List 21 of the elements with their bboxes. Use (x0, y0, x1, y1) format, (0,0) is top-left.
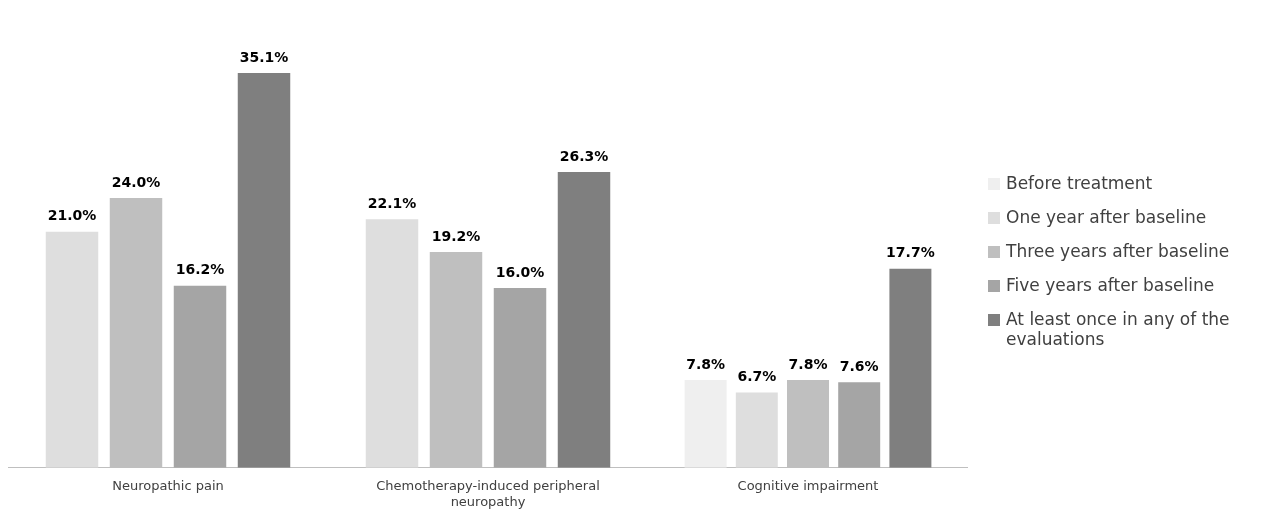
data-label: 16.0% (495, 263, 545, 280)
data-label: 21.0% (47, 207, 97, 224)
data-label: 22.1% (367, 194, 417, 211)
data-label: 7.8% (788, 355, 828, 372)
data-label: 26.3% (559, 147, 609, 164)
data-label: 6.7% (737, 368, 777, 385)
legend-label: At least once in any of the evaluations (1006, 308, 1231, 349)
x-tick-label: Chemotherapy-induced peripheral neuropathy (376, 477, 600, 509)
data-label: 19.2% (431, 227, 481, 244)
data-label: 17.7% (886, 244, 935, 261)
data-label: 7.8% (686, 355, 726, 372)
data-label: 16.2% (175, 261, 225, 278)
data-label: 24.0% (111, 173, 161, 190)
legend-label: Five years after baseline (1006, 274, 1215, 295)
x-tick-label: Cognitive impairment (737, 477, 879, 493)
legend-label: One year after baseline (1006, 206, 1207, 227)
legend-label: Before treatment (1006, 172, 1153, 193)
x-tick-label: Neuropathic pain (112, 477, 224, 493)
data-label: 7.6% (839, 357, 879, 374)
legend-label: Three years after baseline (1006, 240, 1230, 261)
data-label: 35.1% (239, 48, 289, 65)
